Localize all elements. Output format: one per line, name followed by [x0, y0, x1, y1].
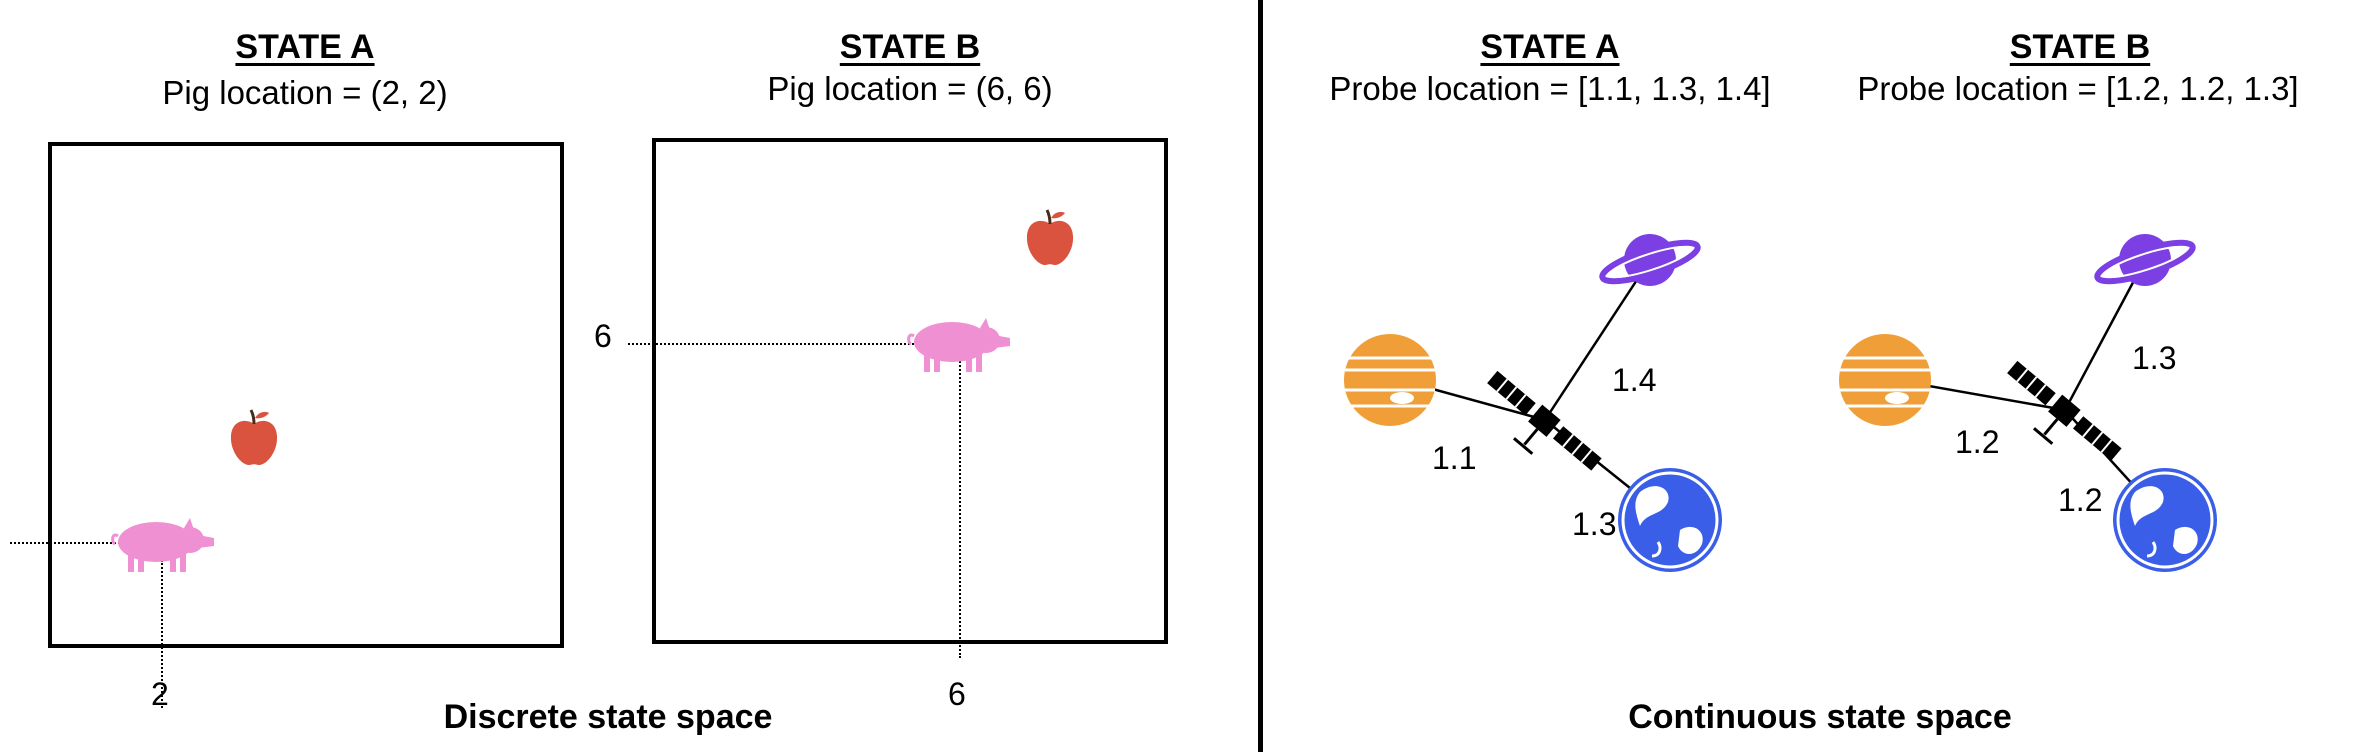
jupiter-icon: [1344, 334, 1436, 426]
pig-x-guide-b: [959, 358, 961, 658]
earth-icon: [2113, 468, 2217, 572]
distance-jupiter-b: 1.2: [1955, 424, 2000, 460]
distance-earth-a: 1.3: [1572, 506, 1617, 542]
discrete-footer: Discrete state space: [443, 698, 773, 736]
probe-scene-a: [1344, 234, 1722, 572]
x-tick-state-b: 6: [948, 676, 966, 712]
earth-icon: [1618, 468, 1722, 572]
discrete-state-b-title: STATE B: [839, 28, 981, 66]
saturn-icon: [2094, 234, 2196, 286]
continuous-state-b-title: STATE B: [2009, 28, 2151, 66]
continuous-state-b-subtitle: Probe location = [1.2, 1.2, 1.3]: [1857, 70, 2299, 107]
x-tick-state-a: 2: [151, 676, 169, 712]
pig-y-guide-b: [628, 343, 914, 345]
continuous-footer: Continuous state space: [1628, 698, 2012, 736]
distance-jupiter-a: 1.1: [1432, 440, 1477, 476]
probe-icon: [1487, 370, 1602, 471]
grid-box-state-b: [652, 138, 1168, 644]
distance-saturn-a: 1.4: [1612, 362, 1657, 398]
continuous-state-a-subtitle: Probe location = [1.1, 1.3, 1.4]: [1329, 70, 1771, 107]
jupiter-icon: [1839, 334, 1931, 426]
continuous-state-a-title: STATE A: [1480, 28, 1620, 66]
apple-icon: [1026, 209, 1074, 266]
discrete-state-a-subtitle: Pig location = (2, 2): [162, 74, 448, 111]
discrete-state-a-title: STATE A: [235, 28, 375, 66]
probe-scene-b: [1839, 234, 2217, 572]
y-tick-state-b: 6: [594, 318, 612, 354]
tether-saturn: [2063, 259, 2147, 411]
probe-icon: [2007, 360, 2122, 461]
apple-icon: [230, 409, 278, 466]
distance-saturn-b: 1.3: [2132, 340, 2177, 376]
pig-y-guide-a: [10, 542, 120, 544]
pig-icon: [907, 318, 1010, 372]
tether-saturn: [1543, 259, 1652, 421]
grid-box-state-a: [48, 142, 564, 648]
discrete-state-b-subtitle: Pig location = (6, 6): [767, 70, 1053, 107]
section-divider: [1258, 0, 1263, 752]
distance-earth-b: 1.2: [2058, 482, 2103, 518]
pig-x-guide-a: [161, 560, 163, 708]
pig-icon: [111, 518, 214, 572]
saturn-icon: [1599, 234, 1701, 286]
